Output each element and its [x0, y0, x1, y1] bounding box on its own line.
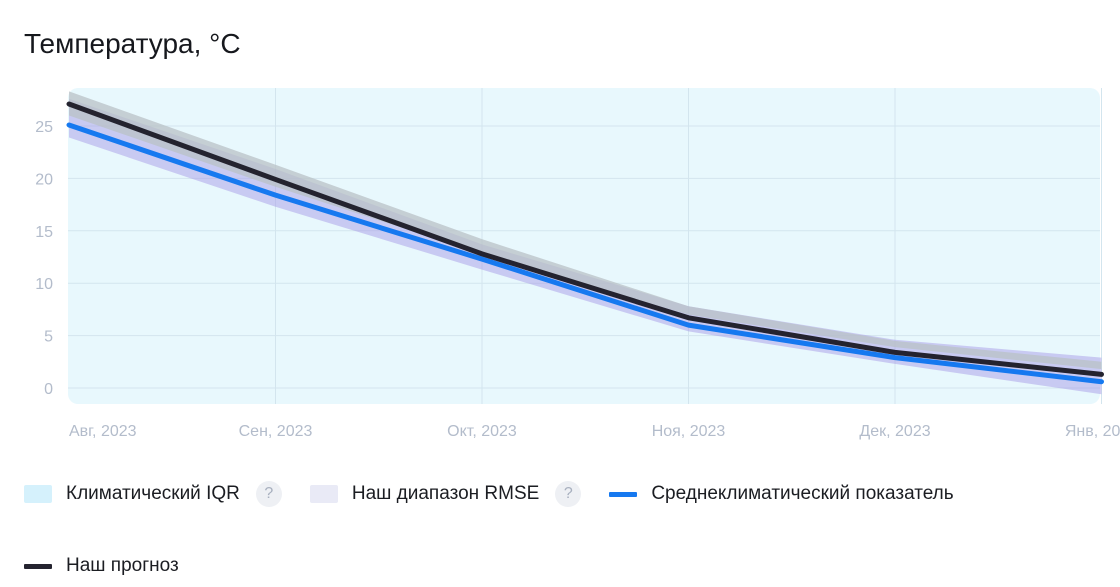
x-tick-label: Ноя, 2023 — [652, 423, 726, 440]
y-tick-label: 10 — [35, 276, 53, 293]
x-tick-label: Сен, 2023 — [239, 423, 313, 440]
grid-lines — [68, 88, 1102, 404]
y-axis-ticks: 0 5 10 15 20 25 — [35, 119, 53, 398]
y-tick-label: 15 — [35, 224, 53, 241]
legend-item-iqr[interactable]: Климатический IQR ? — [24, 476, 282, 512]
climatic-line — [66, 122, 1104, 385]
legend-label-iqr: Климатический IQR — [66, 483, 240, 504]
x-tick-label: Дек, 2023 — [859, 423, 930, 440]
x-tick-label: Янв, 2024 — [1065, 423, 1120, 440]
chart-title: Температура, °C — [24, 28, 241, 59]
series-lines — [66, 101, 1104, 385]
legend-swatch-climatic — [609, 491, 638, 497]
y-tick-label: 25 — [35, 119, 53, 136]
plot-background — [68, 88, 1100, 404]
x-tick-label: Авг, 2023 — [69, 423, 137, 440]
legend-label-forecast: Наш прогноз — [66, 555, 179, 576]
x-tick-label: Окт, 2023 — [447, 423, 517, 440]
legend-swatch-rmse — [309, 485, 338, 503]
y-tick-label: 20 — [35, 171, 53, 188]
legend-item-climatic[interactable]: Среднеклиматический показатель — [609, 476, 954, 512]
y-tick-label: 0 — [44, 381, 53, 398]
legend-label-rmse: Наш диапазон RMSE — [351, 483, 540, 504]
temperature-chart: 0 5 10 15 20 25 Авг, 2023 Сен, 2023 Окт, 2023 Но… — [35, 88, 1120, 440]
legend-swatch-iqr — [24, 485, 52, 503]
x-axis-ticks: Авг, 2023 Сен, 2023 Окт, 2023 Ноя, 2023 Дек,… — [69, 423, 1120, 440]
chart-legend: Климатический IQR ? Наш диапазон RMSE ? … — [24, 476, 1104, 584]
legend-label-climatic: Среднеклиматический показатель — [651, 483, 954, 504]
help-icon[interactable]: ? — [255, 481, 282, 507]
legend-item-forecast[interactable]: Наш прогноз — [24, 548, 179, 584]
y-tick-label: 5 — [44, 329, 53, 346]
legend-item-rmse[interactable]: Наш диапазон RMSE ? — [309, 476, 582, 512]
legend-swatch-forecast — [24, 563, 52, 569]
forecast-line — [66, 101, 1104, 377]
help-icon[interactable]: ? — [555, 481, 582, 507]
